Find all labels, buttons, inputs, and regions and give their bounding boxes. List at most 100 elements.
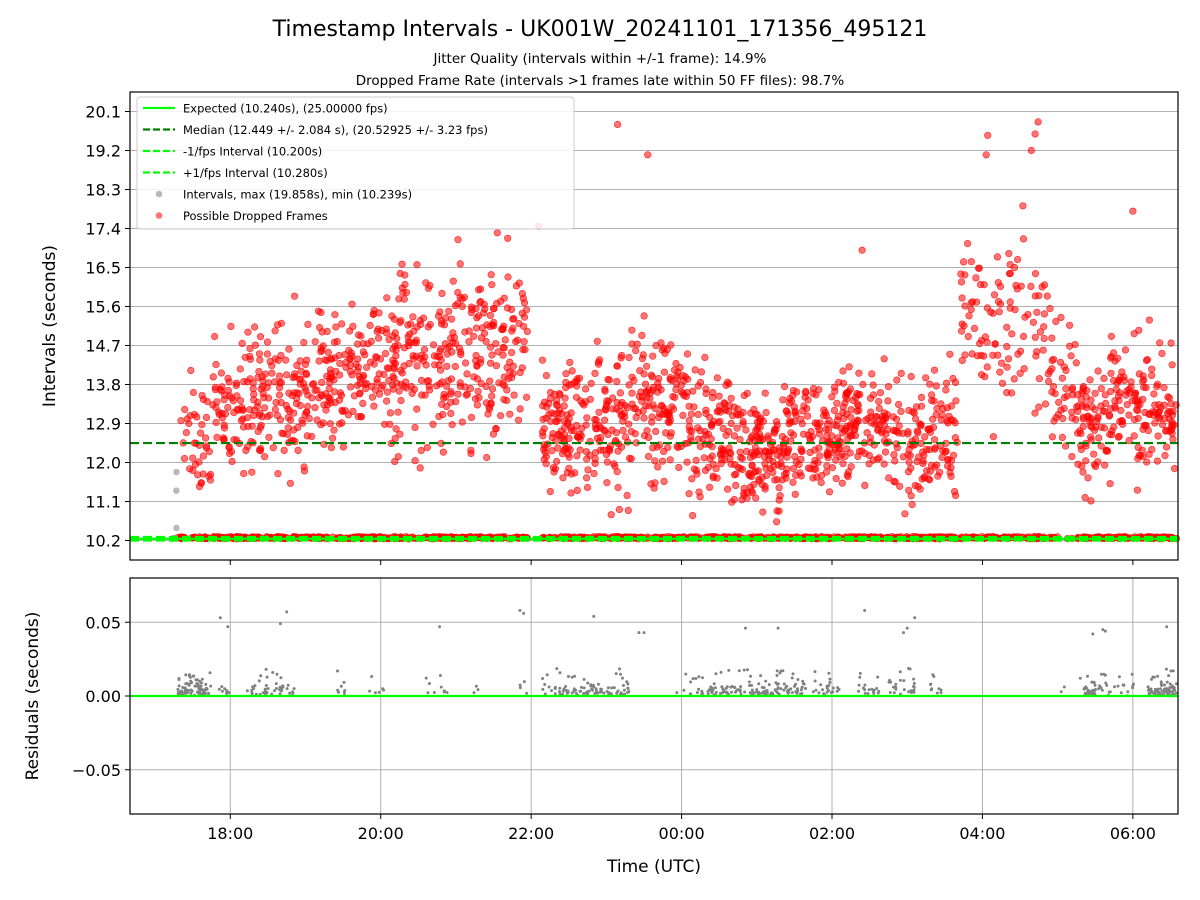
residual-point bbox=[245, 689, 249, 693]
dropped-frame-point bbox=[268, 369, 276, 377]
residual-point bbox=[218, 616, 222, 620]
dropped-frame-point bbox=[327, 373, 335, 381]
residual-point bbox=[727, 668, 731, 672]
residual-point bbox=[695, 691, 699, 694]
dropped-frame-point bbox=[266, 357, 274, 366]
dropped-frame-point bbox=[302, 369, 310, 378]
dropped-frame-point bbox=[335, 420, 344, 428]
dropped-frame-point bbox=[375, 370, 383, 378]
dropped-frame-point bbox=[504, 273, 512, 281]
dropped-frame-point bbox=[181, 405, 189, 414]
dropped-frame-point bbox=[1035, 403, 1043, 411]
dropped-frame-point bbox=[1153, 457, 1161, 465]
residual-point bbox=[1104, 681, 1108, 685]
residual-point bbox=[825, 686, 829, 690]
dropped-frame-point bbox=[386, 420, 394, 428]
residual-point bbox=[555, 667, 559, 671]
dropped-frame-point bbox=[790, 403, 798, 411]
residual-point bbox=[1165, 680, 1169, 684]
dropped-frame-point bbox=[644, 151, 652, 159]
dropped-frame-point bbox=[218, 414, 226, 422]
dropped-frame-point bbox=[981, 373, 989, 381]
dropped-frame-point bbox=[391, 329, 399, 337]
dropped-frame-point bbox=[1010, 375, 1018, 383]
dropped-frame-point bbox=[726, 448, 734, 457]
dropped-frame-point bbox=[508, 327, 516, 335]
dropped-frame-point bbox=[259, 389, 267, 398]
dropped-frame-point bbox=[300, 339, 308, 347]
residual-point bbox=[725, 691, 729, 695]
dropped-frame-point bbox=[704, 463, 713, 471]
residual-point bbox=[1116, 684, 1120, 688]
dropped-frame-point bbox=[1118, 368, 1126, 376]
residual-point bbox=[828, 681, 832, 684]
residual-point bbox=[432, 691, 436, 694]
dropped-frame-point bbox=[494, 348, 502, 356]
dropped-frame-point bbox=[497, 412, 505, 420]
dropped-frame-point bbox=[1072, 359, 1080, 367]
residual-point bbox=[902, 688, 906, 692]
dropped-frame-point bbox=[463, 370, 471, 378]
dropped-frame-point bbox=[884, 383, 893, 391]
residual-point bbox=[1083, 686, 1086, 690]
dropped-frame-point bbox=[390, 363, 398, 372]
dropped-frame-point bbox=[269, 444, 277, 452]
dropped-frame-point bbox=[1032, 352, 1040, 360]
dropped-frame-point bbox=[1160, 384, 1168, 392]
dropped-frame-point bbox=[1139, 452, 1147, 460]
intervals-y-tick-label: 12.0 bbox=[85, 454, 121, 473]
residual-point bbox=[1100, 688, 1104, 692]
dropped-frame-point bbox=[205, 448, 213, 456]
dropped-frame-point bbox=[374, 325, 382, 333]
dropped-frame-point bbox=[299, 379, 308, 388]
dropped-frame-point bbox=[607, 511, 615, 519]
dropped-frame-point bbox=[473, 361, 481, 370]
residual-point bbox=[790, 691, 794, 695]
dropped-frame-point bbox=[800, 402, 808, 410]
intervals-y-axis-label: Intervals (seconds) bbox=[40, 245, 60, 407]
residual-point bbox=[642, 631, 646, 635]
residual-point bbox=[819, 683, 823, 687]
dropped-frame-point bbox=[1087, 396, 1095, 404]
dropped-frame-point bbox=[1101, 461, 1109, 469]
residual-point bbox=[774, 689, 778, 693]
dropped-frame-point bbox=[354, 355, 362, 363]
dropped-frame-point bbox=[396, 430, 404, 438]
residual-point bbox=[200, 677, 204, 681]
dropped-frame-point bbox=[952, 397, 960, 405]
dropped-frame-point bbox=[970, 324, 979, 333]
dropped-frame-point bbox=[330, 388, 339, 396]
dropped-frame-point bbox=[1031, 333, 1039, 341]
dropped-frame-point bbox=[295, 390, 303, 398]
residual-point bbox=[545, 673, 549, 677]
residual-point bbox=[1105, 683, 1109, 687]
residual-point bbox=[1108, 690, 1112, 694]
residual-point bbox=[225, 689, 229, 693]
residual-point bbox=[765, 689, 769, 693]
residual-point bbox=[764, 679, 768, 683]
residual-point bbox=[755, 690, 759, 694]
dropped-frame-point bbox=[431, 361, 439, 369]
dropped-frame-point bbox=[603, 400, 611, 408]
dropped-frame-point bbox=[424, 284, 433, 292]
dropped-frame-point bbox=[989, 309, 997, 317]
residual-point bbox=[800, 692, 804, 695]
dropped-frame-point bbox=[443, 402, 451, 411]
dropped-frame-point bbox=[815, 430, 824, 438]
dropped-frame-point bbox=[907, 464, 915, 472]
dropped-frame-point bbox=[551, 410, 559, 418]
dropped-frame-point bbox=[614, 484, 622, 492]
dropped-frame-point bbox=[465, 327, 473, 335]
dropped-frame-point bbox=[828, 464, 837, 472]
residual-point bbox=[759, 674, 763, 678]
dropped-frame-point bbox=[220, 421, 228, 429]
residuals-x-ticks: 18:00 20:00 22:00 00:00 02:00 04:00 06:00 bbox=[207, 814, 1156, 843]
residual-point bbox=[1059, 690, 1063, 694]
residual-point bbox=[278, 692, 282, 696]
dropped-frame-point bbox=[333, 337, 341, 346]
residual-point bbox=[876, 675, 880, 679]
dropped-frame-point bbox=[885, 474, 893, 482]
dropped-frame-point bbox=[336, 359, 344, 368]
dropped-frame-point bbox=[500, 373, 508, 381]
dropped-frame-point bbox=[990, 291, 999, 299]
